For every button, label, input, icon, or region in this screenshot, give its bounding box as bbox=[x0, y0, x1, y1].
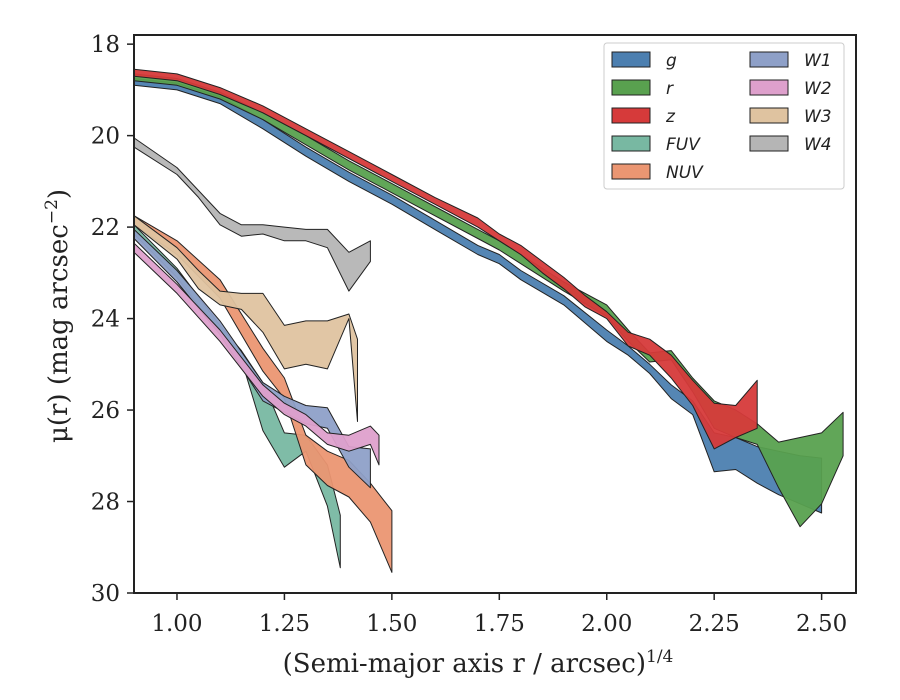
x-tick-label: 1.50 bbox=[366, 611, 417, 637]
band-w4 bbox=[133, 137, 371, 292]
y-tick-label: 22 bbox=[91, 215, 120, 241]
legend: grz FUV NUV W1 W2 W3 W4 bbox=[603, 42, 845, 190]
legend-label: r bbox=[666, 79, 674, 99]
legend-item-nuv: NUV bbox=[611, 163, 704, 183]
y-axis-ticks: 18 20 22 24 26 28 30 bbox=[91, 32, 134, 607]
legend-label: z bbox=[665, 107, 676, 127]
y-tick-label: 26 bbox=[91, 398, 120, 424]
y-tick-label: 30 bbox=[91, 581, 120, 607]
legend-swatch bbox=[611, 51, 651, 68]
x-tick-label: 2.25 bbox=[689, 611, 740, 637]
legend-item-r: r bbox=[611, 79, 674, 99]
band-r bbox=[133, 73, 844, 528]
band-w3 bbox=[133, 215, 358, 422]
y-tick-label: 28 bbox=[91, 490, 120, 516]
x-tick-label: 2.50 bbox=[796, 611, 847, 637]
legend-label: W4 bbox=[804, 135, 832, 155]
legend-item-w4: W4 bbox=[749, 135, 832, 155]
x-axis-ticks: 1.00 1.25 1.50 1.75 2.00 2.25 2.50 bbox=[151, 593, 847, 637]
band-g bbox=[133, 78, 823, 514]
y-axis-label: μ(r) (mag arcsec−2) bbox=[42, 189, 74, 443]
legend-swatch bbox=[749, 51, 789, 68]
legend-swatch bbox=[749, 107, 789, 124]
x-tick-label: 1.25 bbox=[259, 611, 310, 637]
y-tick-label: 18 bbox=[91, 32, 120, 58]
legend-item-w1: W1 bbox=[749, 51, 832, 71]
legend-item-g: g bbox=[611, 51, 677, 71]
band-nuv bbox=[133, 215, 393, 573]
y-axis-label-close: ) bbox=[44, 189, 74, 199]
legend-item-w2: W2 bbox=[749, 79, 832, 99]
series-bands bbox=[133, 68, 844, 573]
legend-label: FUV bbox=[666, 135, 701, 155]
x-tick-label: 1.00 bbox=[151, 611, 202, 637]
y-tick-label: 20 bbox=[91, 124, 120, 150]
y-axis-label-main: μ(r) (mag arcsec bbox=[44, 224, 74, 443]
x-tick-label: 2.00 bbox=[581, 611, 632, 637]
band-z bbox=[133, 68, 758, 450]
legend-label: W3 bbox=[804, 107, 832, 127]
y-tick-label: 24 bbox=[91, 307, 120, 333]
plot-frame bbox=[133, 34, 857, 594]
legend-swatch bbox=[611, 135, 651, 152]
legend-item-z: z bbox=[611, 107, 676, 127]
band-w2 bbox=[133, 242, 380, 466]
legend-item-w3: W3 bbox=[749, 107, 832, 127]
x-axis-label-exponent: 1/4 bbox=[646, 647, 673, 667]
legend-label: W2 bbox=[804, 79, 832, 99]
legend-swatch bbox=[611, 79, 651, 96]
legend-label: g bbox=[666, 51, 677, 71]
y-axis-label-exponent: −2 bbox=[42, 199, 62, 224]
legend-swatch bbox=[749, 135, 789, 152]
legend-swatch bbox=[749, 79, 789, 96]
legend-swatch bbox=[611, 107, 651, 124]
legend-label: W1 bbox=[804, 51, 832, 71]
legend-swatch bbox=[611, 163, 651, 180]
legend-label: NUV bbox=[666, 163, 704, 183]
x-tick-label: 1.75 bbox=[474, 611, 525, 637]
legend-item-fuv: FUV bbox=[611, 135, 701, 155]
x-axis-label: (Semi-major axis r / arcsec)1/4 bbox=[283, 647, 674, 679]
